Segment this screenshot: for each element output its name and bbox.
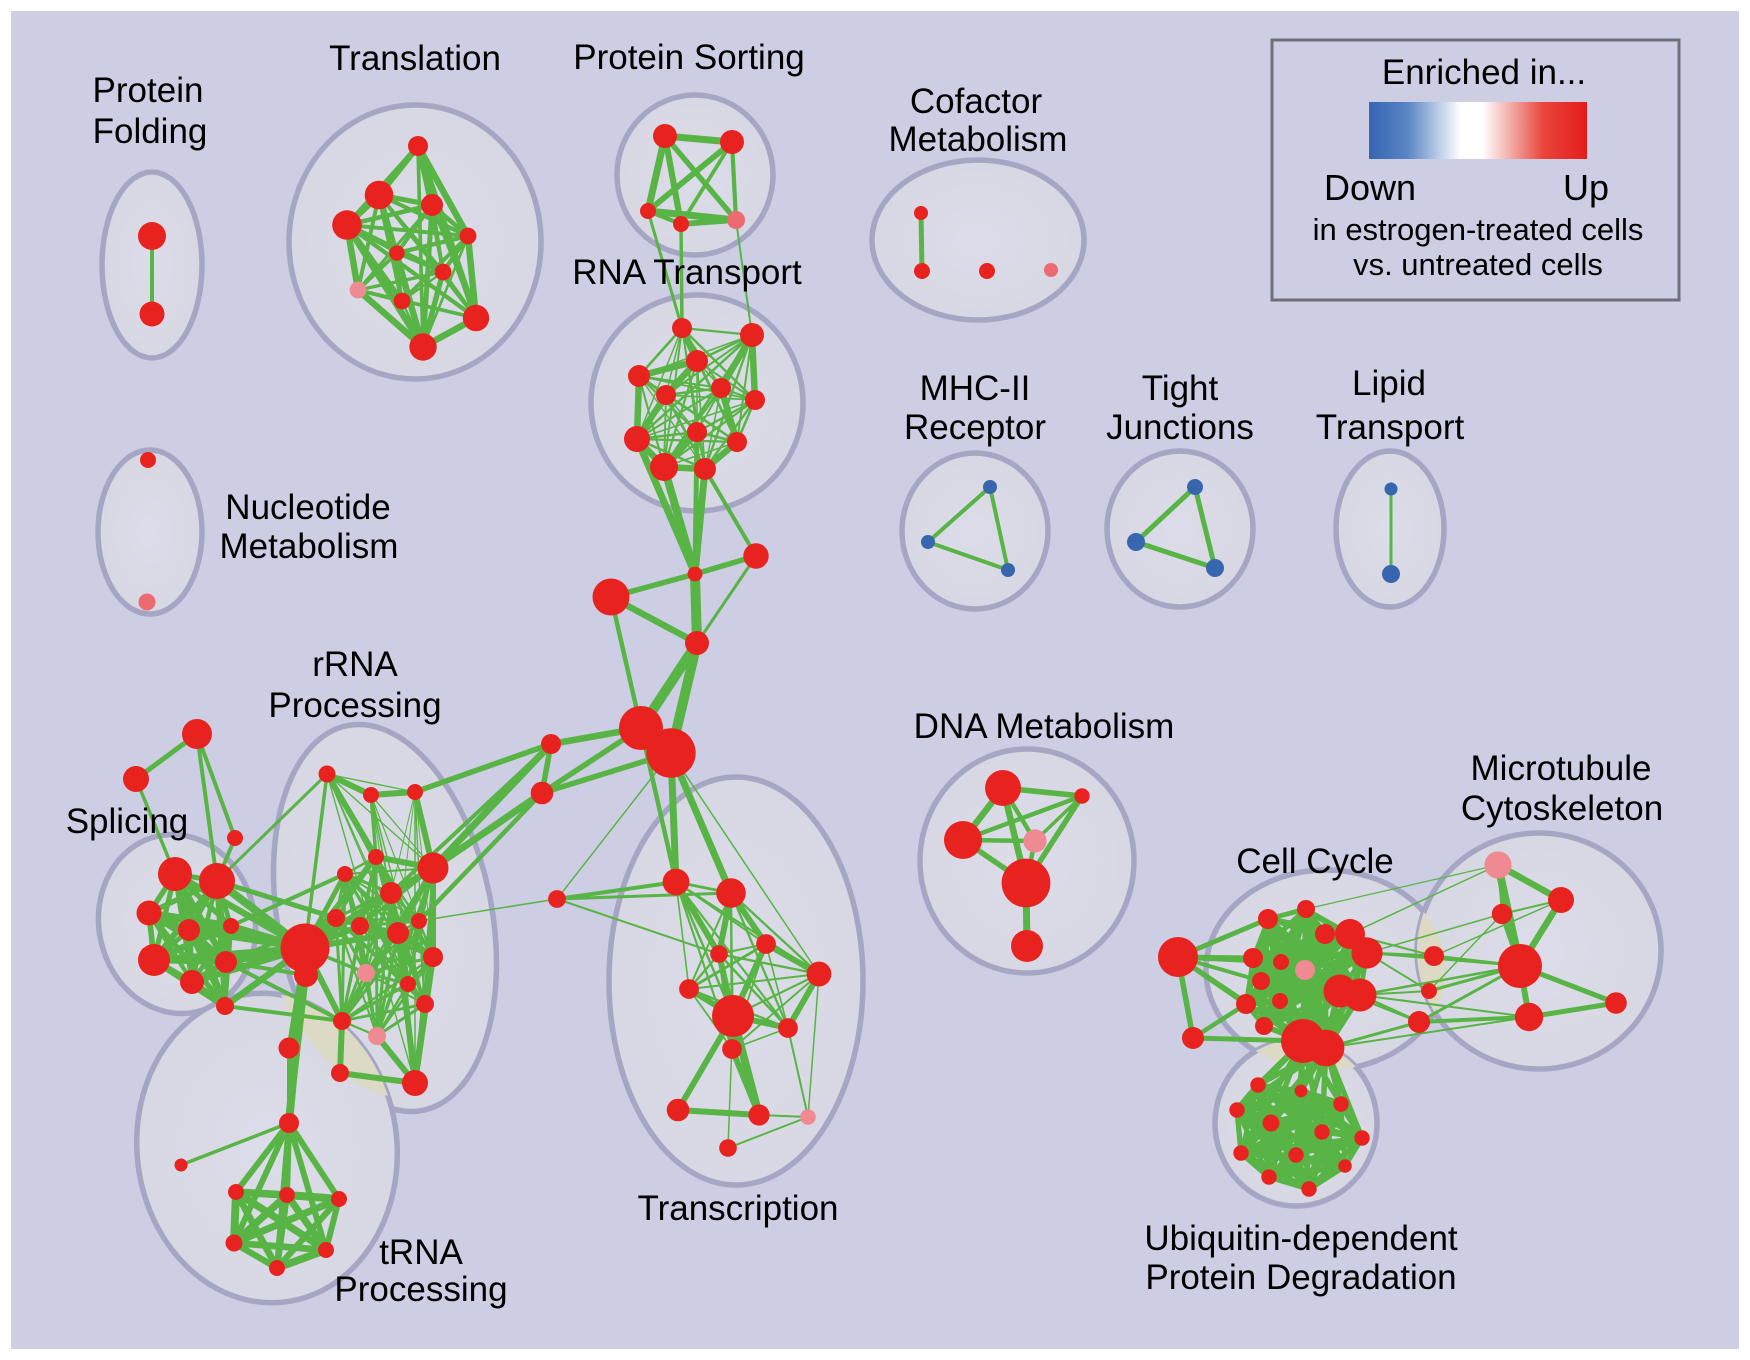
svg-text:Cell Cycle: Cell Cycle xyxy=(1236,842,1394,881)
svg-text:Receptor: Receptor xyxy=(904,408,1046,447)
svg-text:Protein: Protein xyxy=(93,71,204,110)
svg-text:Ubiquitin-dependent: Ubiquitin-dependent xyxy=(1144,1219,1458,1258)
svg-text:Metabolism: Metabolism xyxy=(889,120,1068,159)
svg-text:Splicing: Splicing xyxy=(66,802,189,841)
svg-text:Up: Up xyxy=(1563,167,1609,208)
svg-text:rRNA: rRNA xyxy=(312,645,398,684)
svg-text:Transport: Transport xyxy=(1316,408,1465,447)
svg-text:Folding: Folding xyxy=(93,112,208,151)
svg-text:in estrogen-treated cells: in estrogen-treated cells xyxy=(1313,212,1644,247)
svg-text:vs. untreated cells: vs. untreated cells xyxy=(1353,247,1603,282)
svg-text:tRNA: tRNA xyxy=(379,1233,463,1272)
svg-text:Metabolism: Metabolism xyxy=(220,527,399,566)
svg-text:MHC-II: MHC-II xyxy=(920,369,1031,408)
svg-text:Microtubule: Microtubule xyxy=(1471,749,1652,788)
svg-text:Protein Degradation: Protein Degradation xyxy=(1145,1258,1456,1297)
svg-text:Protein Sorting: Protein Sorting xyxy=(573,38,805,77)
svg-text:DNA Metabolism: DNA Metabolism xyxy=(914,707,1175,746)
svg-text:Cytoskeleton: Cytoskeleton xyxy=(1461,789,1663,828)
svg-text:Lipid: Lipid xyxy=(1352,364,1426,403)
svg-text:Down: Down xyxy=(1324,167,1416,208)
svg-text:Transcription: Transcription xyxy=(638,1189,839,1228)
svg-text:Tight: Tight xyxy=(1142,369,1219,408)
svg-text:Processing: Processing xyxy=(268,686,441,725)
svg-text:Enriched in...: Enriched in... xyxy=(1382,53,1586,92)
svg-text:RNA Transport: RNA Transport xyxy=(572,253,802,292)
svg-text:Cofactor: Cofactor xyxy=(910,82,1043,121)
svg-text:Nucleotide: Nucleotide xyxy=(225,488,390,527)
svg-text:Junctions: Junctions xyxy=(1106,408,1254,447)
svg-text:Translation: Translation xyxy=(329,39,501,78)
svg-text:Processing: Processing xyxy=(334,1270,507,1309)
